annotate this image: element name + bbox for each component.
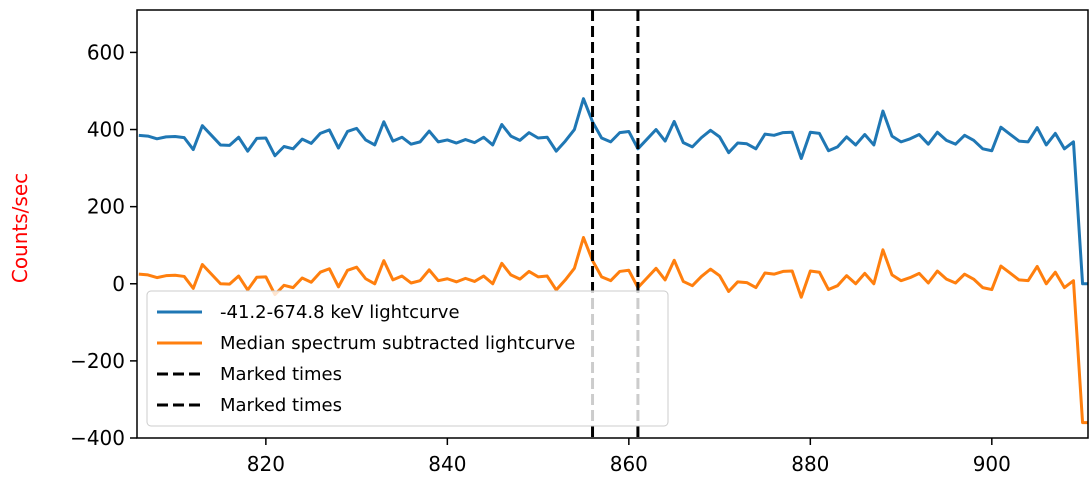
- x-tick-label: 840: [428, 452, 466, 476]
- y-tick-label: 200: [87, 195, 125, 219]
- x-tick-label: 820: [247, 452, 285, 476]
- series-line-2: [138, 236, 1088, 425]
- x-tick-label: 880: [791, 452, 829, 476]
- axes-frame: [136, 9, 1089, 439]
- legend-label: -41.2-674.8 keV lightcurve: [220, 302, 460, 323]
- y-tick-label: 0: [112, 272, 125, 296]
- legend-label: Median spectrum subtracted lightcurve: [220, 333, 575, 354]
- y-tick-label: −400: [70, 426, 125, 450]
- y-axis-label: Counts/sec: [8, 173, 32, 283]
- y-tick-label: −200: [70, 349, 125, 373]
- x-tick-label: 900: [973, 452, 1011, 476]
- series-line-1: [138, 97, 1088, 286]
- y-tick-label: 400: [87, 118, 125, 142]
- x-tick-label: 860: [610, 452, 648, 476]
- legend: -41.2-674.8 keV lightcurve Median spectru…: [146, 290, 669, 427]
- legend-box: [146, 290, 669, 427]
- legend-label: Marked times: [220, 364, 342, 385]
- y-tick-label: 600: [87, 40, 125, 64]
- legend-label: Marked times: [220, 395, 342, 416]
